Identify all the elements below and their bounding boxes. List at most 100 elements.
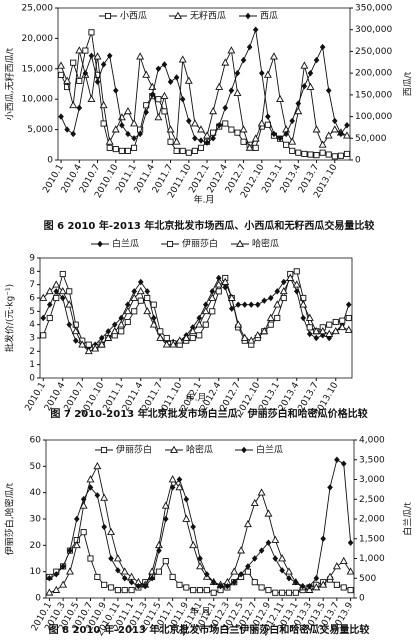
marker bbox=[202, 321, 209, 328]
marker bbox=[339, 556, 348, 564]
marker bbox=[87, 484, 94, 491]
marker bbox=[210, 589, 217, 596]
y-axis-label: 伊丽莎白,哈密瓜/t bbox=[4, 482, 16, 555]
marker bbox=[202, 301, 209, 308]
legend-label: 白兰瓜 bbox=[256, 444, 283, 456]
marker bbox=[346, 567, 355, 575]
marker bbox=[343, 150, 351, 157]
y-tick-label: 0 bbox=[47, 156, 53, 166]
legend-label: 伊丽莎白 bbox=[116, 444, 152, 456]
marker bbox=[156, 547, 162, 554]
marker bbox=[313, 56, 320, 64]
marker bbox=[331, 327, 340, 335]
y2-tick-label: 4,000 bbox=[359, 436, 385, 446]
marker bbox=[84, 347, 93, 355]
marker bbox=[100, 61, 107, 68]
marker bbox=[269, 52, 278, 60]
marker bbox=[195, 320, 204, 328]
marker bbox=[168, 475, 177, 483]
marker bbox=[112, 146, 119, 153]
marker bbox=[293, 579, 299, 586]
marker bbox=[143, 109, 150, 116]
marker bbox=[59, 294, 66, 302]
marker bbox=[253, 331, 262, 339]
y-tick-label: 0 bbox=[35, 594, 41, 604]
marker bbox=[301, 150, 308, 157]
marker bbox=[182, 514, 191, 522]
marker bbox=[306, 82, 315, 90]
marker bbox=[344, 325, 353, 333]
marker bbox=[172, 137, 181, 145]
marker bbox=[78, 340, 87, 348]
marker bbox=[88, 29, 95, 36]
marker bbox=[240, 56, 247, 64]
marker bbox=[70, 130, 77, 138]
marker bbox=[144, 294, 151, 302]
marker bbox=[80, 529, 87, 536]
marker bbox=[52, 585, 61, 593]
marker bbox=[124, 147, 132, 154]
marker bbox=[65, 300, 74, 308]
marker bbox=[169, 340, 178, 348]
marker bbox=[150, 314, 157, 322]
figure-caption: 图 7 2010-2013 年北京批发市场白兰瓜、伊丽莎白和哈密瓜价格比较 bbox=[50, 407, 367, 420]
marker bbox=[131, 308, 138, 315]
marker bbox=[58, 113, 64, 120]
marker bbox=[76, 104, 83, 112]
marker bbox=[142, 70, 151, 78]
marker bbox=[240, 138, 247, 145]
marker bbox=[65, 567, 74, 575]
y2-axis-label: 白兰瓜/t bbox=[402, 502, 414, 536]
marker bbox=[331, 117, 338, 125]
marker bbox=[162, 340, 171, 348]
marker bbox=[265, 539, 272, 546]
marker bbox=[53, 571, 60, 578]
marker bbox=[190, 119, 199, 127]
marker bbox=[39, 293, 48, 301]
marker bbox=[185, 117, 192, 125]
legend-marker bbox=[245, 12, 251, 20]
y-tick-label: 10,000 bbox=[22, 95, 54, 105]
marker bbox=[59, 580, 68, 588]
y-tick-label: 2 bbox=[29, 347, 35, 357]
marker bbox=[118, 147, 125, 154]
marker bbox=[162, 558, 169, 565]
marker bbox=[347, 539, 354, 546]
marker bbox=[274, 288, 281, 295]
marker bbox=[161, 501, 170, 509]
marker bbox=[107, 584, 115, 591]
legend-marker bbox=[100, 446, 108, 454]
x-axis-label: 年.月 bbox=[194, 194, 215, 206]
marker bbox=[204, 139, 210, 146]
marker bbox=[288, 137, 297, 145]
marker bbox=[127, 572, 136, 580]
y-tick-label: 20 bbox=[30, 541, 42, 551]
marker bbox=[197, 144, 205, 151]
marker bbox=[173, 147, 180, 154]
marker bbox=[285, 589, 293, 596]
marker bbox=[82, 69, 89, 77]
marker bbox=[76, 77, 83, 85]
marker bbox=[312, 125, 321, 133]
marker bbox=[254, 301, 261, 308]
marker bbox=[305, 585, 314, 593]
marker bbox=[210, 135, 216, 142]
marker bbox=[334, 456, 340, 463]
figure-caption: 图 6 2010 年-2013 年北京批发市场西瓜、小西瓜和无籽西瓜交易量比较 bbox=[44, 219, 375, 232]
marker bbox=[234, 69, 241, 77]
marker bbox=[111, 125, 120, 133]
marker bbox=[227, 293, 236, 301]
marker bbox=[40, 332, 47, 339]
marker bbox=[301, 82, 308, 90]
marker bbox=[273, 300, 282, 308]
marker bbox=[60, 563, 66, 570]
marker bbox=[189, 334, 196, 342]
marker bbox=[263, 70, 272, 78]
marker bbox=[279, 589, 286, 596]
marker bbox=[292, 589, 299, 596]
y2-tick-label: 100,000 bbox=[355, 112, 392, 122]
marker bbox=[167, 78, 174, 86]
marker bbox=[179, 147, 186, 154]
marker bbox=[118, 328, 125, 335]
marker bbox=[258, 584, 265, 591]
